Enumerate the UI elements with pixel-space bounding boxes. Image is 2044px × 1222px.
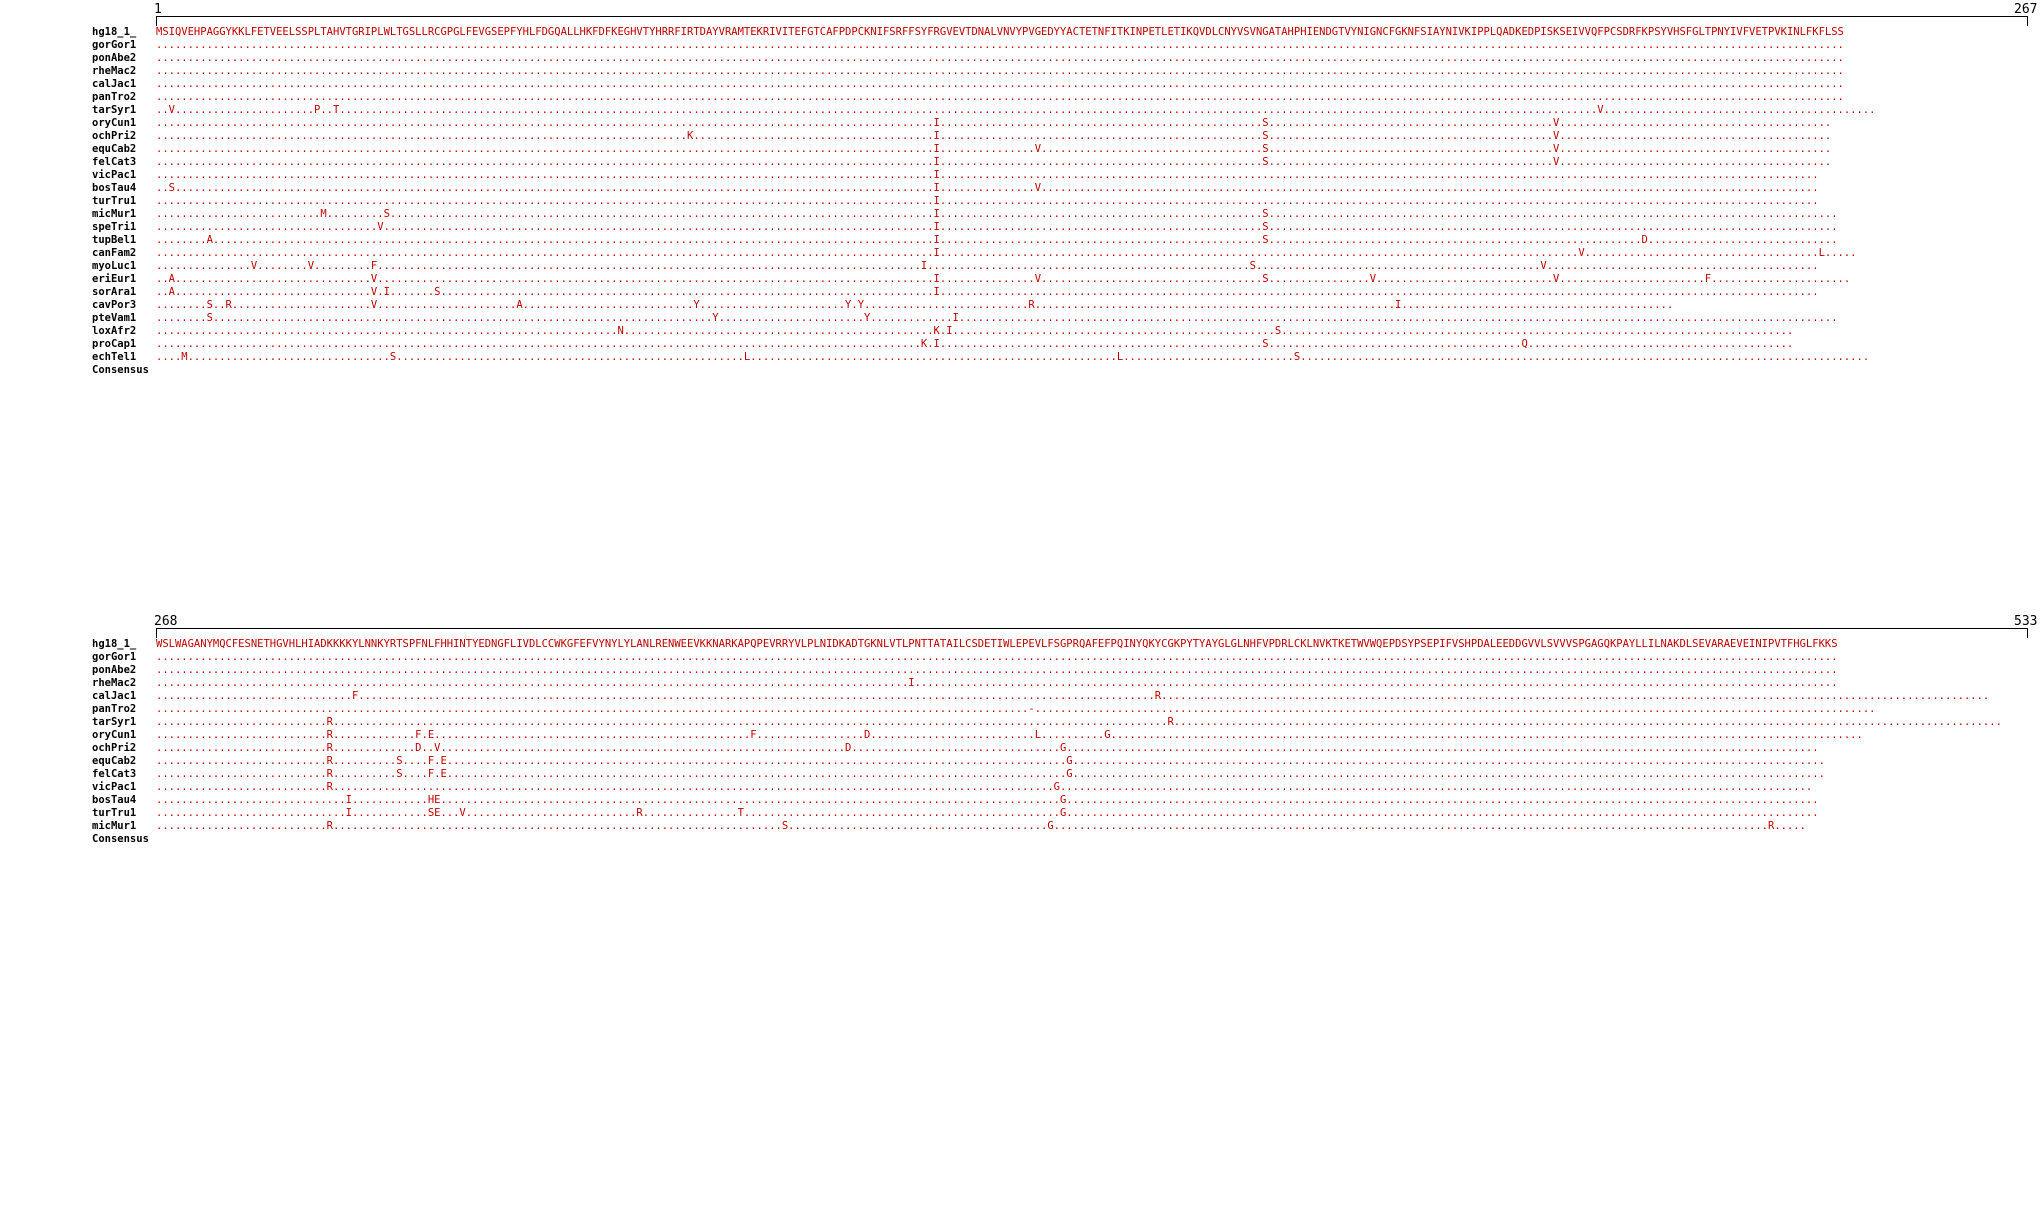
species-label: proCap1: [92, 338, 137, 350]
sequence: ..........................M.........S...…: [156, 208, 1838, 220]
sequence: ........................................…: [156, 143, 1832, 155]
species-label: rheMac2: [92, 65, 137, 77]
species-label: felCat3: [92, 768, 137, 780]
sequence: ..............................I.........…: [156, 807, 1819, 819]
sequence: ........................................…: [156, 325, 1794, 337]
species-label: oryCun1: [92, 729, 137, 741]
sequence: ........................................…: [156, 39, 1844, 51]
sequence: ...........................R............…: [156, 781, 1813, 793]
species-label: cavPor3: [92, 299, 137, 311]
ruler-line: [156, 628, 2028, 638]
species-label: felCat3: [92, 156, 137, 168]
species-label: panTro2: [92, 91, 137, 103]
species-label: tarSyr1: [92, 716, 137, 728]
ruler-end: 533: [2014, 614, 2038, 629]
consensus-label: Consensus: [92, 833, 149, 845]
sequence: ...................................V....…: [156, 221, 1838, 233]
sequence: ....M................................S..…: [156, 351, 1870, 363]
sequence: ..S.....................................…: [156, 182, 1819, 194]
species-label: eriEur1: [92, 273, 137, 285]
species-label: rheMac2: [92, 677, 137, 689]
sequence: ........................................…: [156, 156, 1832, 168]
species-label: canFam2: [92, 247, 137, 259]
ruler-start: 268: [154, 614, 178, 629]
sequence: ........................................…: [156, 247, 1857, 259]
sequence: ........................................…: [156, 651, 1838, 663]
sequence: ........................................…: [156, 338, 1794, 350]
species-label: ochPri2: [92, 130, 137, 142]
species-label: ponAbe2: [92, 52, 137, 64]
species-label: bosTau4: [92, 794, 137, 806]
species-label: calJac1: [92, 690, 137, 702]
species-label: ponAbe2: [92, 664, 137, 676]
species-label: ochPri2: [92, 742, 137, 754]
species-label: hg18_1_: [92, 26, 137, 38]
sequence: ........................................…: [156, 664, 1838, 676]
sequence: ...............V........V.........F.....…: [156, 260, 1819, 272]
species-label: speTri1: [92, 221, 137, 233]
species-label: micMur1: [92, 820, 137, 832]
sequence: ........................................…: [156, 91, 1844, 103]
ruler-start: 1: [154, 2, 162, 17]
species-label: equCab2: [92, 755, 137, 767]
sequence: ..A...............................V.....…: [156, 273, 1851, 285]
sequence: ...........................R............…: [156, 820, 1806, 832]
species-label: vicPac1: [92, 169, 137, 181]
species-label: turTru1: [92, 195, 137, 207]
species-label: sorAra1: [92, 286, 137, 298]
species-label: equCab2: [92, 143, 137, 155]
species-label: calJac1: [92, 78, 137, 90]
sequence: ...........................R..........S.…: [156, 768, 1825, 780]
sequence: ...........................R..........S.…: [156, 755, 1825, 767]
species-label: panTro2: [92, 703, 137, 715]
sequence: ........................................…: [156, 65, 1844, 77]
species-label: tupBel1: [92, 234, 137, 246]
sequence: ...........................R............…: [156, 729, 1863, 741]
sequence: ........................................…: [156, 195, 1819, 207]
ruler-line: [156, 16, 2028, 26]
sequence: ...............................F........…: [156, 690, 1990, 702]
species-label: myoLuc1: [92, 260, 137, 272]
species-label: turTru1: [92, 807, 137, 819]
sequence: ..A...............................V.I...…: [156, 286, 1819, 298]
species-label: gorGor1: [92, 39, 137, 51]
species-label: loxAfr2: [92, 325, 137, 337]
sequence: ........S...............................…: [156, 312, 1838, 324]
species-label: vicPac1: [92, 781, 137, 793]
species-label: micMur1: [92, 208, 137, 220]
sequence: ..V......................P..T...........…: [156, 104, 1876, 116]
sequence: ........................................…: [156, 677, 1838, 689]
sequence: ...........................R............…: [156, 742, 1819, 754]
species-label: bosTau4: [92, 182, 137, 194]
sequence: ........................................…: [156, 117, 1832, 129]
sequence: WSLWAGANYMQCFESNETHGVHLHIADKKKKYLNNKYRTS…: [156, 638, 1838, 650]
species-label: hg18_1_: [92, 638, 137, 650]
consensus-label: Consensus: [92, 364, 149, 376]
sequence: ........................................…: [156, 52, 1844, 64]
sequence: ........................................…: [156, 130, 1832, 142]
sequence: ........A...............................…: [156, 234, 1838, 246]
sequence: ........................................…: [156, 169, 1819, 181]
species-label: tarSyr1: [92, 104, 137, 116]
sequence: ...........................R............…: [156, 716, 2002, 728]
sequence: ........................................…: [156, 703, 1876, 715]
sequence: ........S..R......................V.....…: [156, 299, 1674, 311]
sequence: MSIQVEHPAGGYKKLFETVEELSSPLTAHVTGRIPLWLTG…: [156, 26, 1844, 38]
sequence: ..............................I.........…: [156, 794, 1819, 806]
species-label: gorGor1: [92, 651, 137, 663]
species-label: pteVam1: [92, 312, 137, 324]
species-label: oryCun1: [92, 117, 137, 129]
sequence: ........................................…: [156, 78, 1844, 90]
species-label: echTel1: [92, 351, 137, 363]
ruler-end: 267: [2014, 2, 2038, 17]
